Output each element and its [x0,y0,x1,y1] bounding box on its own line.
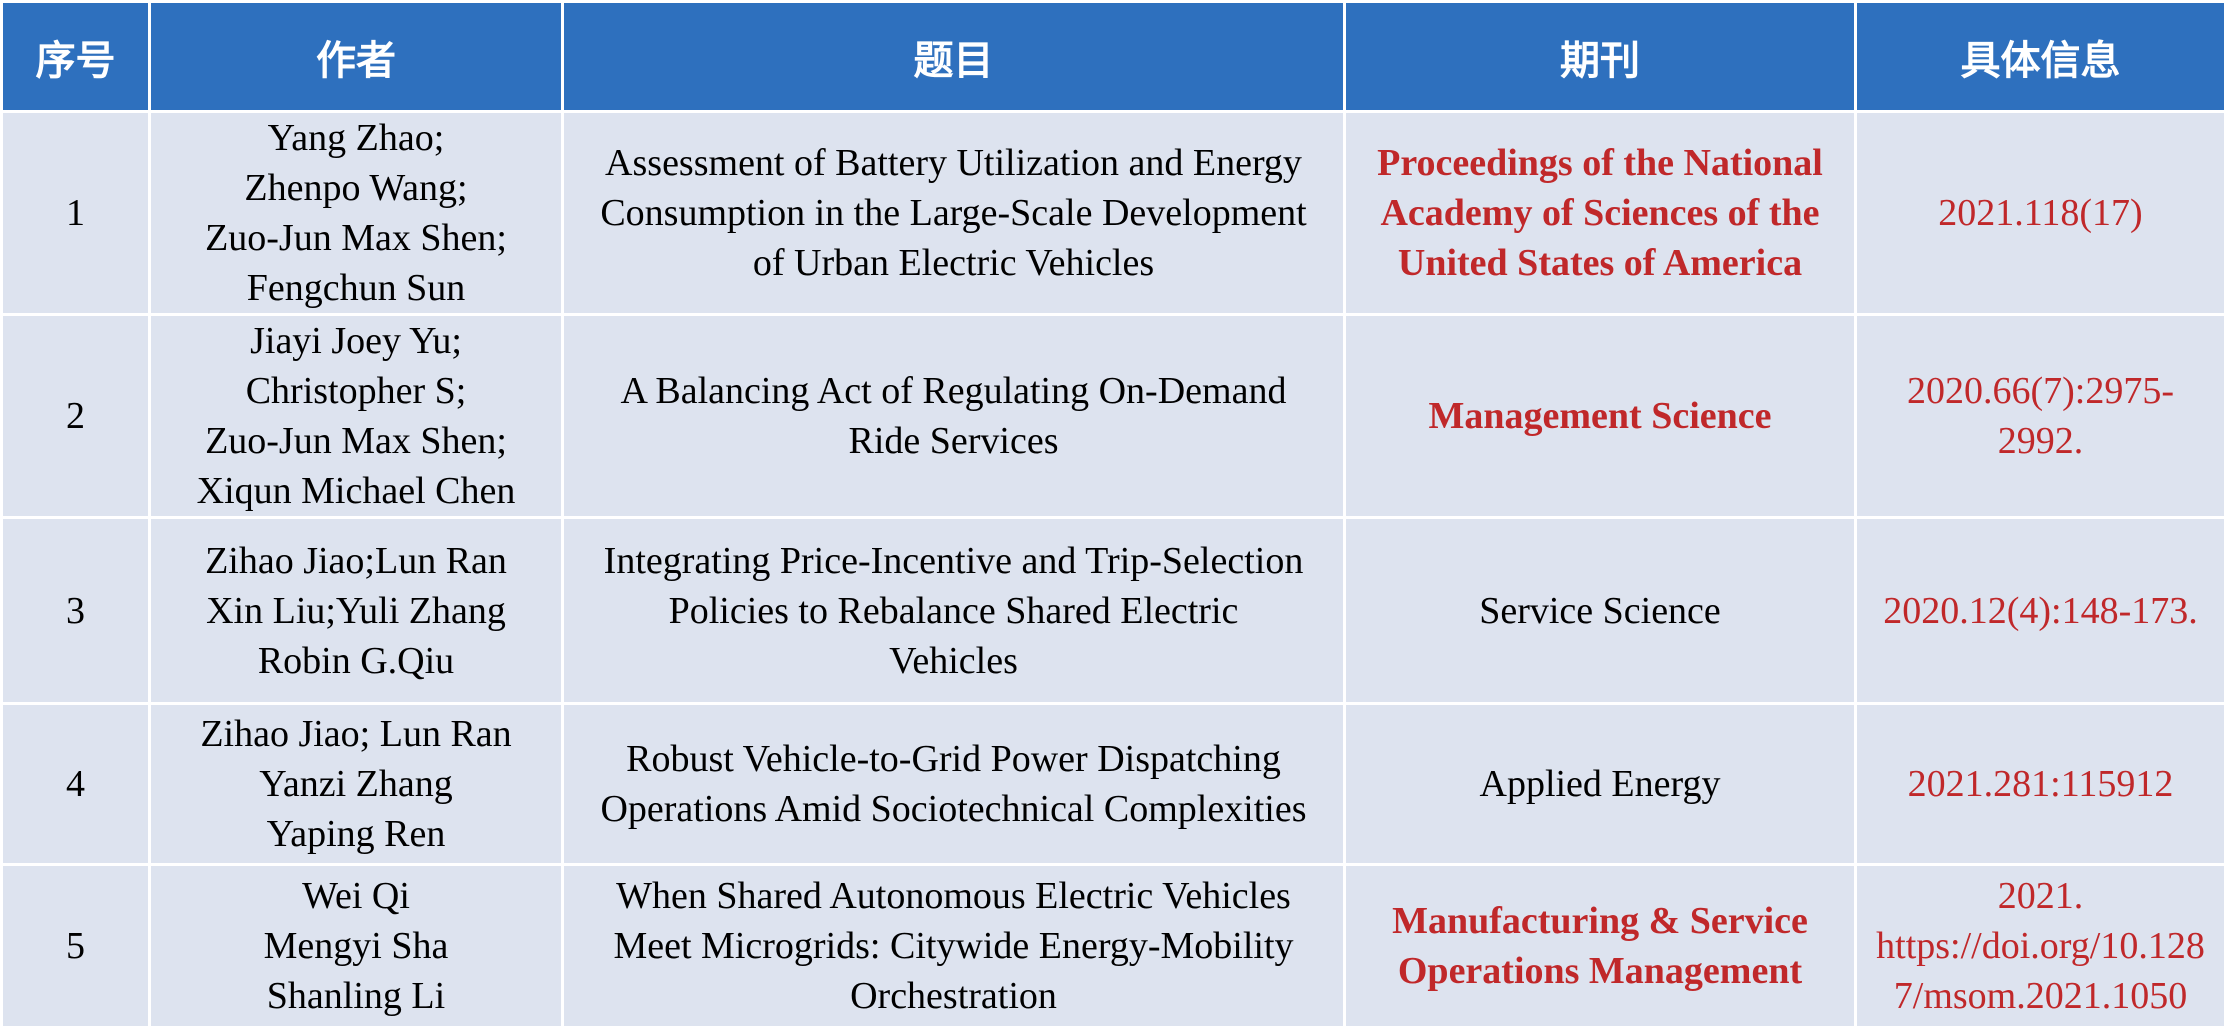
header-row: 序号 作者 题目 期刊 具体信息 [2,2,2224,112]
journal-cell: Proceedings of the National Academy of S… [1345,112,1856,315]
details-line: 2021.281:115912 [1861,759,2220,809]
journal-line: United States of America [1350,238,1850,288]
table-row: 1 Yang Zhao; Zhenpo Wang; Zuo-Jun Max Sh… [2,112,2224,315]
journal-line: Academy of Sciences of the [1350,188,1850,238]
table-row: 5 Wei Qi Mengyi Sha Shanling Li When Sha… [2,865,2224,1028]
journal-line: Manufacturing & Service [1350,896,1850,946]
journal-line: Service Science [1350,586,1850,636]
title-cell: A Balancing Act of Regulating On-Demand … [563,315,1345,518]
title-cell: Assessment of Battery Utilization and En… [563,112,1345,315]
header-title: 题目 [563,2,1345,112]
row-number: 3 [2,518,150,704]
author-line: Zihao Jiao; Lun Ran [155,709,557,759]
author-line: Shanling Li [155,971,557,1021]
author-line: Fengchun Sun [155,263,557,313]
header-journal: 期刊 [1345,2,1856,112]
title-cell: Robust Vehicle-to-Grid Power Dispatching… [563,704,1345,865]
table-row: 3 Zihao Jiao;Lun Ran Xin Liu;Yuli Zhang … [2,518,2224,704]
details-line: https://doi.org/10.128 [1861,921,2220,971]
header-number: 序号 [2,2,150,112]
author-line: Jiayi Joey Yu; [155,316,557,366]
authors-cell: Yang Zhao; Zhenpo Wang; Zuo-Jun Max Shen… [150,112,563,315]
author-line: Yanzi Zhang [155,759,557,809]
row-number: 5 [2,865,150,1028]
author-line: Yaping Ren [155,809,557,859]
author-line: Zihao Jiao;Lun Ran [155,536,557,586]
title-line: Ride Services [568,416,1339,466]
author-line: Robin G.Qiu [155,636,557,686]
details-cell: 2020.12(4):148-173. [1856,518,2224,704]
details-line: 7/msom.2021.1050 [1861,971,2220,1021]
author-line: Zuo-Jun Max Shen; [155,213,557,263]
title-cell: Integrating Price-Incentive and Trip-Sel… [563,518,1345,704]
title-line: Integrating Price-Incentive and Trip-Sel… [568,536,1339,586]
journal-line: Applied Energy [1350,759,1850,809]
journal-cell: Manufacturing & Service Operations Manag… [1345,865,1856,1028]
details-line: 2021.118(17) [1861,188,2220,238]
journal-line: Proceedings of the National [1350,138,1850,188]
table-row: 4 Zihao Jiao; Lun Ran Yanzi Zhang Yaping… [2,704,2224,865]
table-row: 2 Jiayi Joey Yu; Christopher S; Zuo-Jun … [2,315,2224,518]
details-cell: 2021.281:115912 [1856,704,2224,865]
author-line: Zuo-Jun Max Shen; [155,416,557,466]
row-number: 2 [2,315,150,518]
row-number: 1 [2,112,150,315]
title-line: Orchestration [568,971,1339,1021]
author-line: Xin Liu;Yuli Zhang [155,586,557,636]
author-line: Zhenpo Wang; [155,163,557,213]
title-line: Operations Amid Sociotechnical Complexit… [568,784,1339,834]
title-line: Policies to Rebalance Shared Electric [568,586,1339,636]
details-cell: 2021.118(17) [1856,112,2224,315]
author-line: Wei Qi [155,871,557,921]
title-line: Consumption in the Large-Scale Developme… [568,188,1339,238]
author-line: Yang Zhao; [155,113,557,163]
journal-cell: Management Science [1345,315,1856,518]
row-number: 4 [2,704,150,865]
details-line: 2020.12(4):148-173. [1861,586,2220,636]
title-line: When Shared Autonomous Electric Vehicles [568,871,1339,921]
journal-line: Management Science [1350,391,1850,441]
title-cell: When Shared Autonomous Electric Vehicles… [563,865,1345,1028]
authors-cell: Zihao Jiao; Lun Ran Yanzi Zhang Yaping R… [150,704,563,865]
journal-cell: Applied Energy [1345,704,1856,865]
title-line: of Urban Electric Vehicles [568,238,1339,288]
details-line: 2992. [1861,416,2220,466]
author-line: Mengyi Sha [155,921,557,971]
details-line: 2020.66(7):2975- [1861,366,2220,416]
author-line: Christopher S; [155,366,557,416]
details-cell: 2020.66(7):2975- 2992. [1856,315,2224,518]
title-line: A Balancing Act of Regulating On-Demand [568,366,1339,416]
authors-cell: Wei Qi Mengyi Sha Shanling Li [150,865,563,1028]
title-line: Assessment of Battery Utilization and En… [568,138,1339,188]
title-line: Meet Microgrids: Citywide Energy-Mobilit… [568,921,1339,971]
details-line: 2021. [1861,871,2220,921]
journal-cell: Service Science [1345,518,1856,704]
title-line: Vehicles [568,636,1339,686]
authors-cell: Zihao Jiao;Lun Ran Xin Liu;Yuli Zhang Ro… [150,518,563,704]
journal-line: Operations Management [1350,946,1850,996]
header-authors: 作者 [150,2,563,112]
authors-cell: Jiayi Joey Yu; Christopher S; Zuo-Jun Ma… [150,315,563,518]
header-details: 具体信息 [1856,2,2224,112]
details-cell: 2021. https://doi.org/10.128 7/msom.2021… [1856,865,2224,1028]
title-line: Robust Vehicle-to-Grid Power Dispatching [568,734,1339,784]
author-line: Xiqun Michael Chen [155,466,557,516]
